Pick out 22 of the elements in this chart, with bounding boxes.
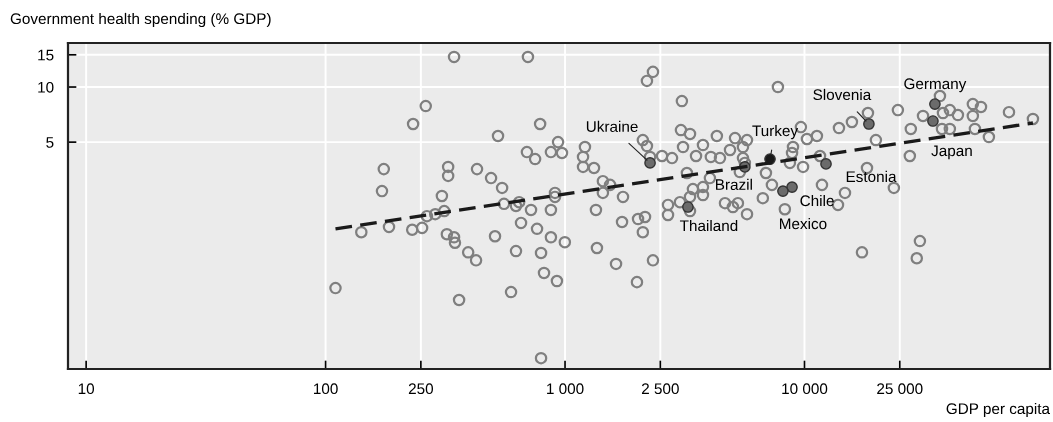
annotation: Japan (931, 145, 972, 160)
annotation: Thailand (679, 219, 738, 232)
y-tick-label: 10 (38, 81, 54, 93)
x-tick-label: 25 000 (877, 383, 923, 395)
x-tick-label: 2 500 (641, 383, 679, 395)
y-axis-title: Government health spending (% GDP) (10, 12, 271, 28)
annotation: Turkey (752, 124, 799, 140)
y-tick-label: 15 (38, 49, 54, 61)
x-tick-label: 10 (78, 383, 95, 395)
annotation: Ukraine (586, 120, 638, 132)
y-tick-label: 5 (46, 137, 54, 148)
x-tick-label: 1 000 (547, 383, 584, 395)
annotation: Brazil (716, 178, 752, 191)
x-axis-title: GDP per capita (946, 402, 1050, 418)
annotation: Mexico (779, 217, 827, 230)
annotation: Germany (904, 78, 967, 93)
annotation: Slovenia (813, 88, 872, 101)
x-tick-label: 10 000 (782, 383, 828, 395)
annotation: Estonia (846, 170, 897, 183)
annotation: Chile (800, 194, 834, 207)
x-tick-label: 100 (314, 383, 338, 395)
x-tick-label: 250 (408, 383, 434, 395)
